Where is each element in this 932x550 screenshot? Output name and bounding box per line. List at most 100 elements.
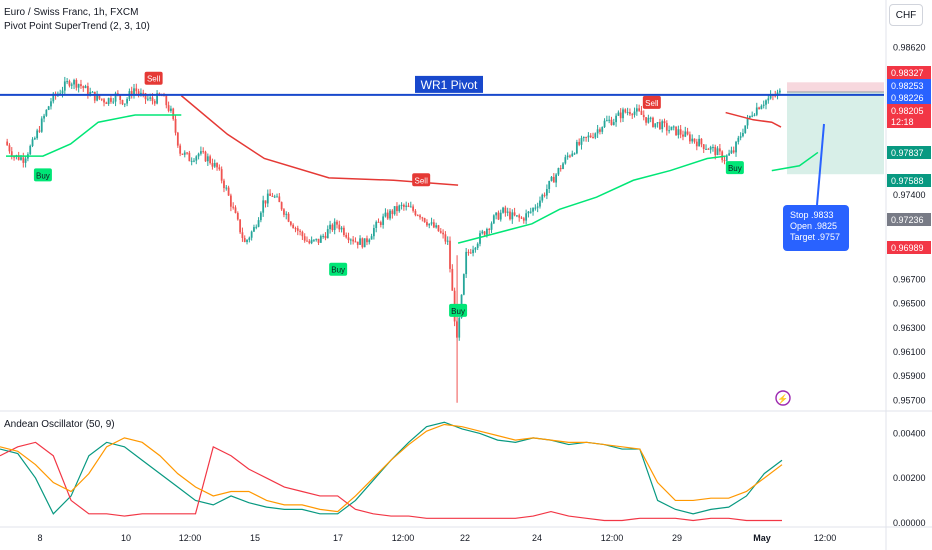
candle-body bbox=[6, 141, 9, 146]
candle-body bbox=[435, 225, 438, 228]
candle-body bbox=[728, 153, 731, 156]
candle-body bbox=[640, 110, 643, 115]
candle-body bbox=[137, 91, 140, 95]
candle-body bbox=[753, 114, 756, 116]
candle-body bbox=[396, 206, 398, 212]
candle-body bbox=[20, 157, 22, 160]
candle-body bbox=[243, 237, 246, 243]
candle-body bbox=[179, 145, 182, 154]
candle-body bbox=[257, 220, 260, 227]
candle-body bbox=[121, 100, 124, 105]
supertrend-down bbox=[725, 111, 782, 128]
candle-body bbox=[760, 105, 763, 110]
currency-button[interactable]: CHF bbox=[889, 4, 923, 26]
candle-body bbox=[211, 163, 214, 167]
candle-body bbox=[612, 122, 615, 125]
candle-body bbox=[746, 117, 749, 126]
candle-body bbox=[283, 209, 285, 215]
candle-body bbox=[592, 136, 594, 138]
candle-body bbox=[170, 108, 172, 111]
candle-body bbox=[36, 130, 39, 139]
candle-body bbox=[220, 169, 223, 181]
callout-line: Stop .9833 bbox=[790, 210, 834, 220]
candle-body bbox=[767, 98, 770, 101]
candle-body bbox=[172, 108, 175, 120]
candle-body bbox=[306, 240, 308, 242]
candle-body bbox=[492, 215, 495, 224]
candle-body bbox=[216, 162, 218, 168]
candle-body bbox=[183, 152, 186, 155]
candle-body bbox=[748, 115, 751, 118]
candle-body bbox=[552, 176, 555, 183]
candle-body bbox=[331, 224, 334, 231]
candle-body bbox=[675, 126, 677, 136]
candle-body bbox=[229, 195, 232, 207]
candle-body bbox=[582, 136, 585, 139]
candle-body bbox=[486, 229, 488, 235]
candle-body bbox=[652, 117, 654, 127]
candle-body bbox=[10, 151, 13, 157]
candle-body bbox=[359, 238, 361, 245]
supertrend-up bbox=[771, 151, 819, 172]
candle-body bbox=[605, 120, 608, 122]
signal-label: Sell bbox=[645, 99, 659, 108]
callout-line: Open .9825 bbox=[790, 221, 837, 231]
candle-body bbox=[405, 205, 408, 207]
candle-body bbox=[527, 211, 530, 214]
candle-body bbox=[638, 108, 641, 111]
price-tick-label: 0.95700 bbox=[893, 395, 926, 405]
candle-body bbox=[326, 229, 329, 239]
candle-body bbox=[688, 134, 691, 142]
candle-body bbox=[481, 231, 484, 234]
candle-body bbox=[686, 131, 689, 135]
candle-body bbox=[665, 123, 668, 131]
pivot-label-box bbox=[415, 75, 483, 93]
candle-body bbox=[483, 231, 486, 235]
time-tick-label: 12:00 bbox=[601, 533, 624, 543]
candle-body bbox=[336, 221, 338, 225]
candle-body bbox=[126, 98, 128, 104]
candle-body bbox=[241, 232, 244, 238]
candle-body bbox=[262, 200, 265, 213]
price-badge bbox=[887, 91, 931, 104]
time-tick-label: 8 bbox=[37, 533, 42, 543]
candle-body bbox=[522, 218, 525, 221]
osc-tick-label: 0.00200 bbox=[893, 473, 926, 483]
candle-body bbox=[86, 86, 89, 96]
candle-body bbox=[223, 180, 225, 189]
candle-body bbox=[289, 221, 292, 225]
candle-body bbox=[682, 134, 684, 137]
candle-body bbox=[622, 109, 624, 119]
candle-body bbox=[193, 160, 195, 162]
candle-body bbox=[93, 91, 96, 101]
candle-body bbox=[246, 239, 248, 243]
price-badge-text: 0.98253 bbox=[891, 81, 924, 91]
candle-body bbox=[414, 210, 417, 216]
candle-body bbox=[490, 223, 493, 230]
candle-body bbox=[407, 205, 410, 207]
candle-body bbox=[617, 112, 620, 116]
candle-body bbox=[123, 103, 126, 105]
signal-label: Buy bbox=[36, 171, 50, 180]
candle-body bbox=[276, 196, 278, 198]
price-badge-text: 0.98327 bbox=[891, 68, 924, 78]
supertrend-down bbox=[180, 95, 459, 186]
price-tick-label: 0.95900 bbox=[893, 371, 926, 381]
candle-body bbox=[543, 194, 546, 196]
candle-body bbox=[469, 252, 472, 254]
osc-line-bull bbox=[0, 421, 783, 515]
candle-body bbox=[472, 249, 474, 254]
candle-body bbox=[599, 129, 601, 132]
candle-body bbox=[751, 115, 754, 117]
candle-body bbox=[255, 226, 258, 228]
price-badge bbox=[887, 213, 931, 226]
supertrend-up bbox=[457, 155, 726, 244]
candle-body bbox=[156, 93, 158, 104]
candle-body bbox=[313, 239, 315, 241]
candle-body bbox=[33, 138, 36, 140]
candle-body bbox=[631, 114, 634, 116]
candle-body bbox=[91, 91, 94, 93]
candle-body bbox=[672, 126, 675, 128]
candle-body bbox=[545, 189, 548, 196]
